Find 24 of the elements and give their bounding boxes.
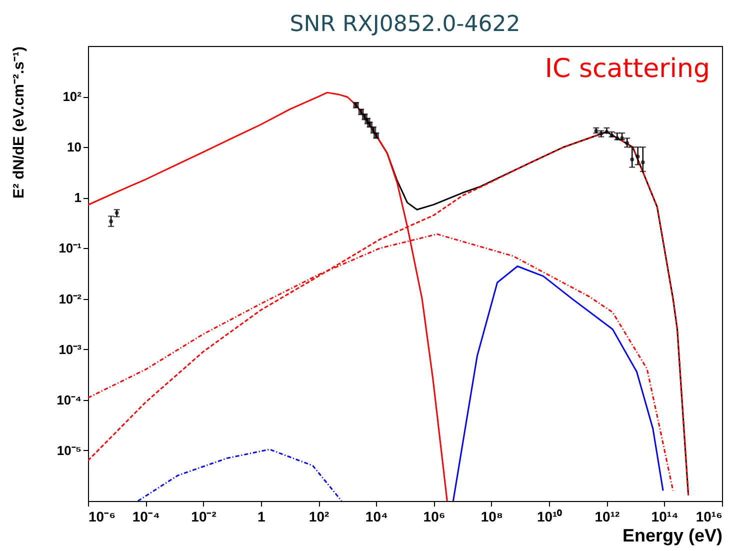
- y-tick-label: 10⁻⁴: [56, 392, 82, 408]
- y-tick-label: 1: [74, 190, 82, 206]
- x-tick-label: 1: [258, 508, 266, 524]
- chart-title: SNR RXJ0852.0-4622: [290, 12, 520, 37]
- x-tick-label: 10¹⁴: [651, 508, 679, 524]
- y-axis-title: E² dN/dE (eV.cm⁻².s⁻¹): [10, 46, 28, 198]
- x-tick-label: 10²: [308, 508, 330, 524]
- x-tick-label: 10⁶: [423, 508, 446, 524]
- x-axis-title: Energy (eV): [622, 526, 723, 546]
- x-tick-label: 10⁸: [480, 508, 504, 524]
- y-tick-label: 10⁻³: [58, 342, 82, 357]
- annotation: IC scattering: [544, 54, 710, 84]
- x-tick-label: 10¹⁶: [696, 508, 722, 524]
- x-tick-label: 10⁻⁴: [132, 508, 160, 524]
- x-tick-label: 10¹²: [594, 508, 620, 524]
- y-tick-label: 10⁻²: [58, 291, 82, 306]
- y-tick-label: 10²: [62, 89, 82, 104]
- y-tick-label: 10⁻⁵: [56, 442, 82, 458]
- x-tick-label: 10¹⁰: [536, 508, 562, 524]
- x-tick-label: 10⁴: [365, 508, 388, 524]
- x-tick-label: 10⁻²: [191, 508, 217, 524]
- y-tick-label: 10⁻¹: [58, 240, 82, 256]
- y-tick-label: 10: [67, 140, 82, 155]
- x-tick-label: 10⁻⁶: [88, 508, 116, 524]
